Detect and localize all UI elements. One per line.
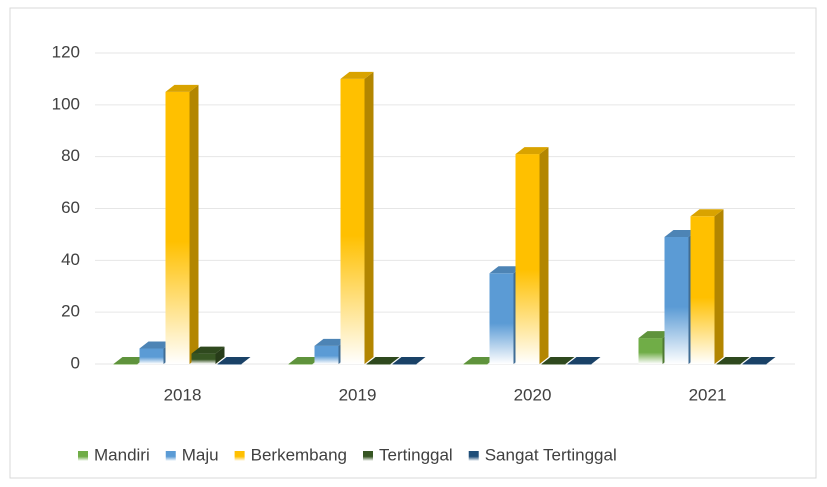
bar-front bbox=[541, 364, 566, 365]
x-tick-label: 2020 bbox=[514, 385, 552, 404]
bar bbox=[742, 357, 776, 365]
bar-top bbox=[742, 357, 776, 364]
bar bbox=[392, 357, 426, 365]
bar bbox=[716, 357, 750, 365]
bar-side bbox=[364, 71, 374, 365]
bar bbox=[288, 357, 322, 365]
bar-front bbox=[716, 364, 741, 365]
bar-top bbox=[366, 357, 400, 364]
bar bbox=[567, 357, 601, 365]
bar-front bbox=[113, 364, 138, 365]
bar-top bbox=[638, 331, 672, 339]
bar-top bbox=[489, 266, 523, 274]
bar bbox=[113, 357, 147, 365]
bar-side bbox=[215, 346, 225, 364]
x-tick-label: 2019 bbox=[339, 385, 377, 404]
bar-top bbox=[463, 357, 497, 364]
legend-label: Mandiri bbox=[94, 445, 150, 464]
bar-top bbox=[314, 338, 348, 346]
y-tick-label: 100 bbox=[52, 94, 80, 113]
legend-swatch bbox=[165, 451, 176, 461]
x-tick-label: 2018 bbox=[164, 385, 202, 404]
bar-front bbox=[489, 273, 514, 364]
bar-side bbox=[539, 147, 549, 364]
bar-top bbox=[690, 209, 724, 217]
bar-front bbox=[742, 364, 767, 365]
bar-side bbox=[189, 84, 199, 364]
bar-front bbox=[366, 364, 391, 365]
legend-swatch bbox=[234, 451, 245, 461]
bar-front bbox=[139, 348, 164, 364]
bar-top bbox=[340, 71, 374, 79]
bar-side bbox=[714, 209, 724, 364]
legend-swatch bbox=[468, 451, 479, 461]
legend-label: Tertinggal bbox=[379, 445, 453, 464]
bar bbox=[217, 357, 251, 365]
bar-top bbox=[165, 84, 199, 92]
y-tick-label: 60 bbox=[61, 198, 80, 217]
bar-front bbox=[392, 364, 417, 365]
bar-front bbox=[314, 345, 339, 364]
bar-front bbox=[638, 338, 663, 364]
y-tick-label: 20 bbox=[61, 302, 80, 321]
legend-label: Berkembang bbox=[251, 445, 347, 464]
y-tick-label: 40 bbox=[61, 250, 80, 269]
bar-top bbox=[541, 357, 575, 364]
bar-top bbox=[716, 357, 750, 364]
bar-top bbox=[392, 357, 426, 364]
bar-top bbox=[139, 341, 173, 349]
bar-front bbox=[340, 78, 365, 365]
bar bbox=[690, 209, 724, 364]
y-tick-label: 120 bbox=[52, 42, 80, 61]
y-tick-label: 80 bbox=[61, 146, 80, 165]
bar-front bbox=[515, 154, 540, 364]
legend-label: Maju bbox=[182, 445, 219, 464]
bar-front bbox=[690, 216, 715, 364]
bar-front bbox=[463, 364, 488, 365]
bar bbox=[541, 357, 575, 365]
bar-top bbox=[664, 230, 698, 238]
bar-top bbox=[515, 147, 549, 155]
y-tick-label: 0 bbox=[71, 353, 80, 372]
bar-top bbox=[288, 357, 322, 364]
bar-top bbox=[191, 346, 225, 354]
bar-front bbox=[567, 364, 592, 365]
legend-swatch bbox=[78, 451, 88, 461]
bar bbox=[191, 346, 225, 364]
bar-front bbox=[664, 237, 689, 364]
legend-label: Sangat Tertinggal bbox=[485, 445, 617, 464]
bar-top bbox=[567, 357, 601, 364]
bar bbox=[515, 147, 549, 364]
bar-front bbox=[191, 353, 216, 364]
bar bbox=[366, 357, 400, 365]
bar bbox=[165, 84, 199, 364]
bar-front bbox=[217, 364, 242, 365]
bar-top bbox=[217, 357, 251, 364]
legend-swatch bbox=[363, 451, 373, 461]
bar-front bbox=[288, 364, 313, 365]
bar-top bbox=[113, 357, 147, 364]
x-tick-label: 2021 bbox=[689, 385, 727, 404]
bar bbox=[340, 71, 374, 365]
bar-front bbox=[165, 91, 190, 364]
bar bbox=[463, 357, 497, 365]
